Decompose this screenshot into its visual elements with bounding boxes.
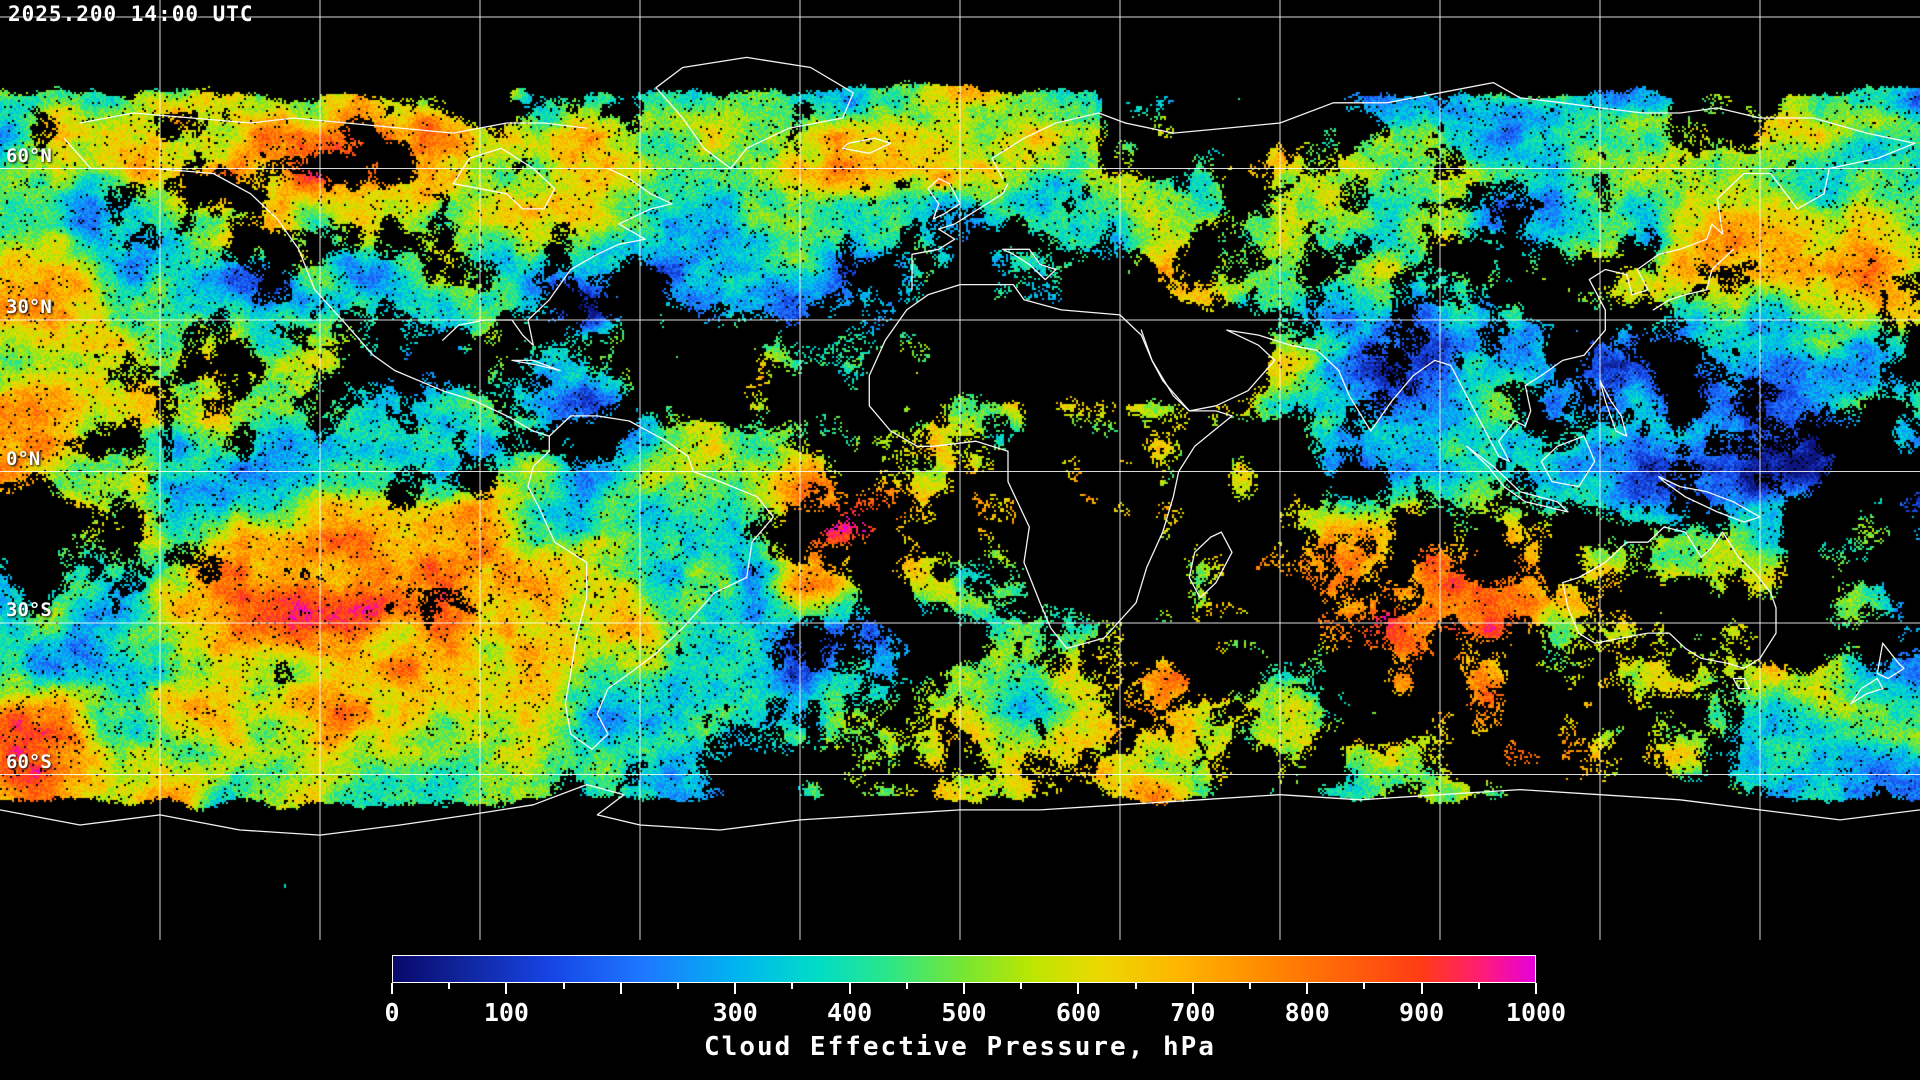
colorbar-tick (848, 983, 851, 994)
coastline (1188, 531, 1233, 599)
colorbar-tick (1306, 983, 1309, 994)
latitude-label: 60°N (6, 144, 52, 167)
coastline (991, 112, 1126, 180)
colorbar-tick-label: 100 (483, 998, 529, 1027)
coastline (655, 56, 854, 170)
colorbar-gradient (392, 955, 1536, 983)
colorbar-tick-label: 700 (1170, 998, 1216, 1027)
colorbar-tick (734, 983, 737, 994)
coastline (442, 167, 673, 346)
coastline (79, 112, 588, 134)
coastline (842, 137, 892, 154)
colorbar-tick (1535, 983, 1537, 994)
coastline (1002, 248, 1057, 281)
coastline (927, 177, 961, 220)
coastline (868, 283, 1233, 649)
colorbar: 0 100 300 400 500 600 700 800 900 1000 (384, 955, 1566, 1028)
colorbar-tick (1077, 983, 1080, 994)
colorbar-tick (1363, 983, 1366, 989)
colorbar-tick-label: 800 (1284, 998, 1330, 1027)
coastline (1540, 435, 1596, 488)
colorbar-tick (1420, 983, 1423, 994)
colorbar-tick (448, 983, 451, 989)
colorbar-tick (905, 983, 908, 989)
colorbar-tick (677, 983, 679, 989)
colorbar-tick-labels: 0 100 300 400 500 600 700 800 900 1000 (384, 998, 1566, 1028)
coastline (1599, 379, 1628, 437)
coastline (452, 147, 556, 210)
colorbar-tick (1020, 983, 1023, 989)
colorbar-tick (791, 983, 794, 989)
colorbar-tick-label: 500 (941, 998, 987, 1027)
colorbar-tick-label: 900 (1399, 998, 1445, 1027)
timestamp-label: 2025.200 14:00 UTC (8, 2, 254, 26)
coastline (1562, 526, 1777, 670)
latitude-label: 60°S (6, 750, 52, 773)
coastline (1732, 677, 1750, 690)
colorbar-tick (619, 983, 622, 994)
latitude-label: 30°S (6, 599, 52, 621)
coastline (1124, 81, 1916, 144)
coastline (1652, 248, 1734, 311)
colorbar-tick (1477, 983, 1480, 989)
colorbar-tick (963, 983, 965, 994)
colorbar-tick (1191, 983, 1194, 994)
colorbar-tick (505, 983, 508, 994)
coastline (63, 137, 550, 437)
coastline (511, 359, 561, 372)
coastline (1876, 642, 1905, 680)
colorbar-tick (1249, 983, 1251, 989)
colorbar-tick (562, 983, 565, 989)
coastline (1140, 142, 1916, 463)
coastline (1850, 677, 1884, 705)
latitude-label: 30°N (6, 296, 52, 318)
coastline (1658, 475, 1761, 523)
colorbar-tick-label: 400 (827, 998, 873, 1027)
colorbar-tick-label: 0 (384, 998, 400, 1027)
colorbar-tick (391, 983, 393, 994)
colorbar-tick (1134, 983, 1137, 989)
colorbar-tick-label: 300 (712, 998, 758, 1027)
latitude-label: 0°N (6, 447, 41, 470)
coastline (0, 783, 1920, 836)
colorbar-tick-label: 1000 (1505, 998, 1567, 1027)
colorbar-ticks (391, 983, 1537, 996)
cloud-pressure-map: 60°N 30°N 0°N 30°S 60°S 2025.200 14:00 UTC (0, 0, 1920, 940)
colorbar-tick-label: 600 (1055, 998, 1101, 1027)
map-grid-coastline-overlay (0, 0, 1920, 940)
coastline (1466, 445, 1569, 513)
coastline (527, 415, 774, 750)
coastline (911, 183, 1009, 291)
colorbar-title: Cloud Effective Pressure, hPa (704, 1032, 1216, 1062)
